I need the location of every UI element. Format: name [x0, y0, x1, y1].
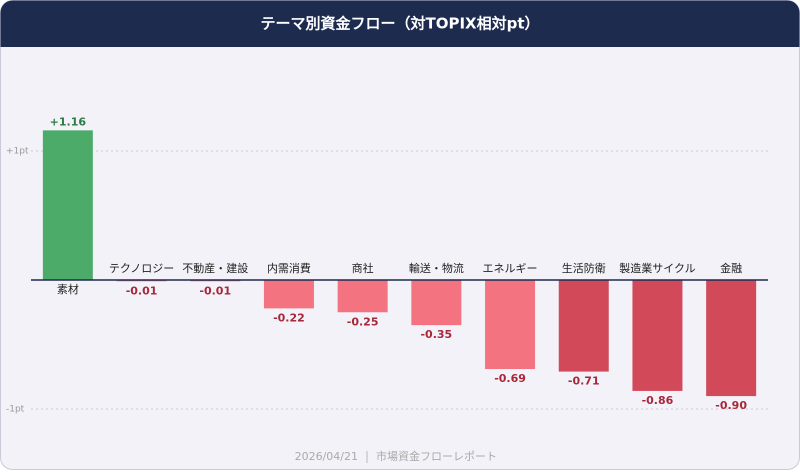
bar	[337, 280, 388, 313]
x-tick-label: 金融	[720, 261, 742, 275]
footer-report: 市場資金フローレポート	[376, 449, 497, 463]
value-label: -0.71	[568, 375, 600, 388]
bar	[632, 280, 683, 391]
value-label: -0.01	[126, 284, 158, 297]
bar	[558, 280, 609, 372]
x-tick-label: 輸送・物流	[409, 261, 464, 275]
x-tick-label: 商社	[352, 261, 374, 275]
x-tick-label: 生活防衛	[562, 261, 606, 275]
x-tick-label: 素材	[57, 282, 79, 296]
value-label: -0.90	[715, 399, 747, 412]
bar	[706, 280, 757, 397]
value-label: -0.01	[199, 284, 231, 297]
x-tick-label: 内需消費	[267, 261, 311, 275]
x-tick-label: 製造業サイクル	[619, 261, 695, 275]
value-label: -0.35	[420, 328, 452, 341]
value-label: -0.25	[347, 315, 379, 328]
header	[0, 0, 800, 47]
footer-date: 2026/04/21	[295, 450, 358, 463]
value-label: -0.86	[642, 394, 674, 407]
y-tick-label: -1pt	[6, 405, 25, 415]
x-tick-label: テクノロジー	[109, 262, 174, 275]
bar	[485, 280, 536, 370]
bar	[263, 280, 314, 309]
bar	[42, 130, 93, 280]
x-tick-label: 不動産・建設	[182, 261, 248, 275]
y-tick-label: +1pt	[6, 147, 29, 157]
bar	[411, 280, 462, 326]
value-label: +1.16	[50, 115, 87, 128]
value-label: -0.69	[494, 372, 526, 385]
x-tick-label: エネルギー	[483, 262, 538, 275]
value-label: -0.22	[273, 311, 305, 324]
chart-title: テーマ別資金フロー（対TOPIX相対pt）	[260, 15, 539, 33]
